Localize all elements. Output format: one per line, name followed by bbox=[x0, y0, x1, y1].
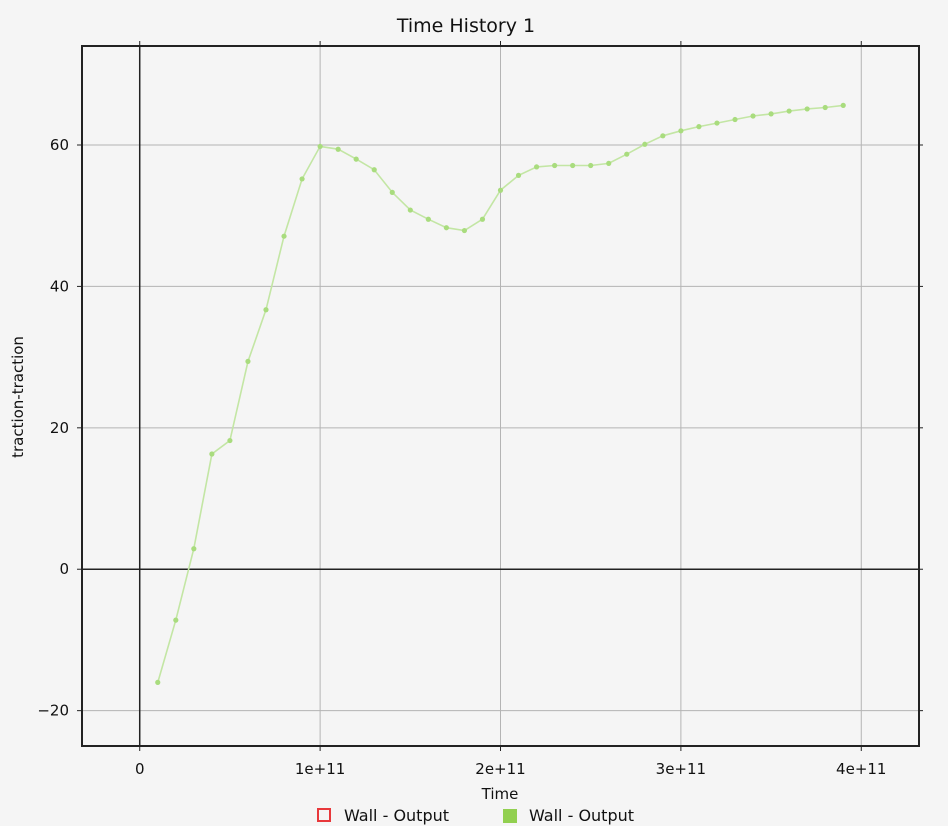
data-point bbox=[642, 141, 648, 147]
data-point bbox=[263, 307, 269, 313]
data-point bbox=[840, 102, 846, 108]
tick-marks bbox=[77, 41, 923, 751]
data-point bbox=[570, 162, 576, 169]
data-point bbox=[732, 116, 738, 123]
y-tick-label: 40 bbox=[50, 277, 69, 295]
data-point bbox=[822, 104, 828, 111]
legend-filled-square-icon bbox=[503, 809, 517, 823]
data-point bbox=[353, 156, 359, 162]
y-tick-label: 0 bbox=[59, 560, 69, 578]
data-point bbox=[678, 128, 684, 134]
y-axis-label: traction-traction bbox=[9, 336, 27, 458]
data-point bbox=[317, 143, 323, 150]
data-point bbox=[245, 358, 251, 364]
y-tick-label: −20 bbox=[37, 702, 69, 720]
data-point bbox=[407, 207, 413, 213]
data-point bbox=[155, 679, 161, 685]
y-tick-label: 60 bbox=[50, 136, 69, 154]
data-point bbox=[371, 167, 377, 173]
data-point bbox=[335, 146, 341, 152]
data-point bbox=[461, 227, 468, 234]
data-point bbox=[281, 233, 287, 239]
data-point bbox=[497, 187, 504, 193]
series-layer bbox=[155, 102, 846, 685]
legend: Wall - Output Wall - Output bbox=[317, 806, 634, 825]
x-tick-label: 4e+11 bbox=[836, 760, 886, 778]
data-point bbox=[209, 451, 215, 457]
x-tick-labels: 0 1e+11 2e+11 3e+11 4e+11 bbox=[135, 760, 887, 778]
data-point bbox=[191, 546, 197, 552]
data-point bbox=[696, 124, 702, 130]
data-point bbox=[786, 108, 792, 114]
data-point bbox=[624, 151, 630, 157]
x-tick-label: 1e+11 bbox=[295, 760, 345, 778]
y-tick-labels: −20 0 20 40 60 bbox=[37, 136, 69, 720]
x-axis-label: Time bbox=[481, 785, 519, 803]
legend-item-hollow[interactable]: Wall - Output bbox=[317, 806, 449, 825]
data-point bbox=[227, 437, 233, 444]
data-point bbox=[714, 120, 720, 126]
grid-lines bbox=[82, 46, 919, 746]
data-point bbox=[804, 106, 810, 112]
x-tick-label: 0 bbox=[135, 760, 145, 778]
x-tick-label: 2e+11 bbox=[475, 760, 525, 778]
data-point bbox=[768, 111, 774, 117]
legend-hollow-square-icon bbox=[317, 808, 331, 822]
data-point bbox=[750, 113, 756, 119]
data-point bbox=[173, 617, 179, 623]
data-point bbox=[425, 216, 431, 222]
y-tick-label: 20 bbox=[50, 419, 69, 437]
data-point bbox=[389, 189, 395, 195]
data-point bbox=[588, 162, 594, 169]
data-point bbox=[552, 162, 558, 169]
data-point bbox=[479, 216, 486, 222]
legend-item-filled[interactable]: Wall - Output bbox=[503, 806, 634, 825]
data-point bbox=[515, 172, 522, 178]
data-point bbox=[533, 164, 540, 170]
data-point bbox=[606, 160, 612, 166]
data-point bbox=[443, 225, 449, 231]
data-point bbox=[299, 176, 305, 182]
legend-label: Wall - Output bbox=[529, 806, 634, 825]
legend-label: Wall - Output bbox=[344, 806, 449, 825]
zero-axes bbox=[82, 46, 919, 746]
data-point bbox=[660, 133, 666, 139]
chart-title: Time History 1 bbox=[396, 15, 535, 37]
x-tick-label: 3e+11 bbox=[656, 760, 706, 778]
